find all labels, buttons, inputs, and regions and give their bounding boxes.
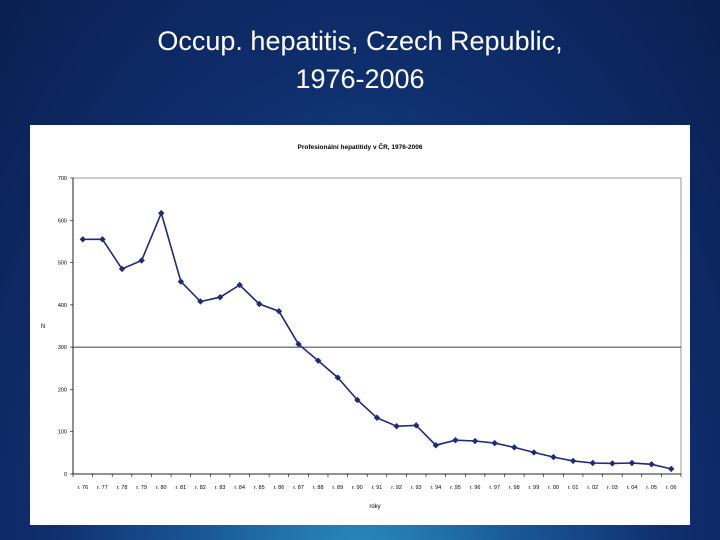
chart-title: Profesionální hepatitidy v ČR, 1976-2006 xyxy=(298,142,423,151)
y-axis-label: N xyxy=(41,324,45,330)
x-tick-label: r. 77 xyxy=(97,485,108,491)
data-point-marker xyxy=(589,459,596,467)
y-tick-label: 700 xyxy=(58,176,67,182)
data-point-marker xyxy=(177,278,185,285)
line-chart: Profesionální hepatitidy v ČR, 1976-2006… xyxy=(41,142,682,510)
x-tick-label: r. 00 xyxy=(548,485,559,491)
y-tick-label: 500 xyxy=(58,261,67,267)
data-point-marker xyxy=(295,340,302,348)
data-point-marker xyxy=(413,422,420,429)
x-tick-label: r. 06 xyxy=(666,485,677,491)
y-tick-label: 300 xyxy=(58,345,67,351)
x-tick-label: r. 92 xyxy=(391,485,402,491)
data-point-marker xyxy=(275,308,283,315)
slide-title: Occup. hepatitis, Czech Republic, 1976-2… xyxy=(0,22,720,98)
data-point-marker xyxy=(256,300,263,308)
data-point-marker xyxy=(99,236,106,243)
x-axis-label: roky xyxy=(369,504,380,510)
y-tick-label: 200 xyxy=(58,387,67,393)
x-tick-label: r. 91 xyxy=(372,485,383,491)
x-tick-label: r. 80 xyxy=(156,485,167,491)
data-point-marker xyxy=(491,439,498,447)
x-tick-label: r. 84 xyxy=(234,485,245,491)
data-point-marker xyxy=(138,257,145,264)
x-tick-label: r. 89 xyxy=(332,485,343,491)
data-point-marker xyxy=(354,396,361,404)
data-point-marker xyxy=(393,423,400,430)
x-tick-label: r. 82 xyxy=(195,485,206,491)
data-point-marker xyxy=(530,449,538,456)
x-tick-label: r. 76 xyxy=(77,485,88,491)
x-tick-label: r. 88 xyxy=(313,485,324,491)
x-tick-label: r. 87 xyxy=(293,485,304,491)
slide-title-line-1: Occup. hepatitis, Czech Republic, xyxy=(157,26,563,56)
data-point-marker xyxy=(118,265,126,273)
data-point-marker xyxy=(452,436,459,444)
x-tick-label: r. 94 xyxy=(430,485,441,491)
x-tick-label: r. 99 xyxy=(529,485,540,491)
data-point-marker xyxy=(569,457,577,465)
data-point-marker xyxy=(511,444,518,451)
x-tick-label: r. 01 xyxy=(568,485,579,491)
data-point-marker xyxy=(334,374,341,381)
data-point-marker xyxy=(373,414,381,421)
data-point-marker xyxy=(432,442,440,449)
data-point-marker xyxy=(648,461,655,468)
x-tick-label: r. 02 xyxy=(587,485,598,491)
x-tick-label: r. 03 xyxy=(607,485,618,491)
y-tick-label: 600 xyxy=(58,218,67,224)
data-point-marker xyxy=(609,460,616,467)
y-tick-label: 400 xyxy=(58,303,67,309)
x-tick-label: r. 78 xyxy=(117,485,128,491)
x-tick-label: r. 98 xyxy=(509,485,520,491)
data-point-marker xyxy=(158,209,165,217)
data-point-marker xyxy=(216,294,224,301)
x-tick-label: r. 81 xyxy=(176,485,187,491)
x-tick-label: r. 04 xyxy=(627,485,638,491)
data-point-marker xyxy=(79,236,87,243)
x-tick-label: r. 97 xyxy=(489,485,500,491)
x-tick-label: r. 93 xyxy=(411,485,422,491)
data-point-marker xyxy=(550,453,557,461)
data-point-marker xyxy=(236,281,243,289)
chart-frame: Profesionální hepatitidy v ČR, 1976-2006… xyxy=(30,125,690,525)
x-tick-label: r. 83 xyxy=(215,485,226,491)
data-point-marker xyxy=(667,465,675,473)
y-tick-label: 100 xyxy=(58,430,67,436)
x-tick-label: r. 95 xyxy=(450,485,461,491)
slide-title-line-2: 1976-2006 xyxy=(295,64,425,94)
data-point-marker xyxy=(471,437,479,445)
y-tick-label: 0 xyxy=(64,472,67,478)
plot-area: 0 100 200 300 400 500 600 700 r. 76 r. 77 r. 78 r. … xyxy=(58,176,682,491)
x-tick-label: r. 96 xyxy=(470,485,481,491)
x-tick-label: r. 90 xyxy=(352,485,363,491)
x-tick-label: r. 79 xyxy=(136,485,147,491)
x-tick-label: r. 85 xyxy=(254,485,265,491)
x-tick-label: r. 05 xyxy=(646,485,657,491)
data-point-marker xyxy=(197,298,204,305)
series-line xyxy=(82,210,672,470)
x-tick-label: r. 86 xyxy=(274,485,285,491)
data-point-marker xyxy=(628,459,636,467)
